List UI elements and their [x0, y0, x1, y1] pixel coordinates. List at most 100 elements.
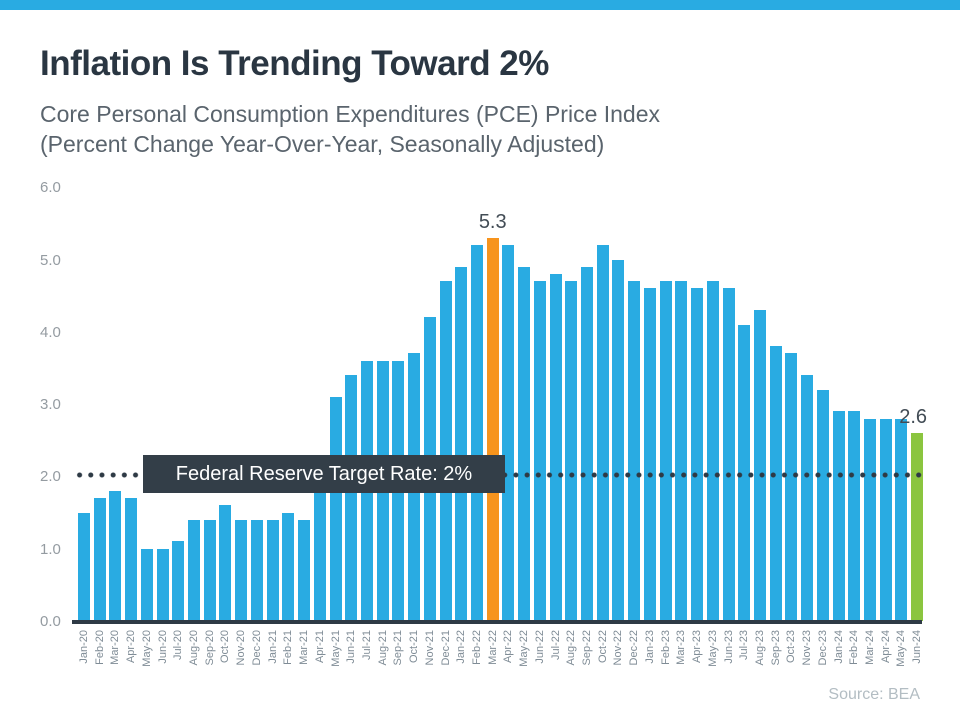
x-tick-Feb-24: Feb-24	[848, 630, 861, 665]
x-tick-Sep-20: Sep-20	[203, 630, 216, 666]
x-tick-Oct-22: Oct-22	[596, 630, 609, 664]
bar-Mar-20	[109, 490, 122, 621]
x-tick-Mar-21: Mar-21	[298, 630, 311, 665]
x-tick-Feb-23: Feb-23	[659, 630, 672, 665]
bar-Apr-23	[691, 288, 704, 621]
y-tick-1.0: 1.0	[40, 540, 61, 558]
x-tick-May-24: May-24	[895, 630, 908, 667]
x-tick-Dec-22: Dec-22	[628, 630, 641, 666]
x-tick-Mar-23: Mar-23	[675, 630, 688, 665]
bar-Jun-23	[722, 288, 735, 621]
x-tick-Oct-23: Oct-23	[785, 630, 798, 664]
bar-Sep-23	[769, 346, 782, 621]
bar-Mar-22	[486, 237, 499, 621]
bar-Feb-22	[471, 245, 483, 621]
x-tick-Jul-20: Jul-20	[172, 630, 185, 660]
x-tick-Apr-23: Apr-23	[691, 630, 704, 664]
x-tick-Jan-22: Jan-22	[455, 630, 468, 664]
x-tick-Mar-20: Mar-20	[109, 630, 122, 665]
x-tick-Nov-21: Nov-21	[423, 630, 436, 666]
bar-Dec-22	[628, 281, 641, 621]
bar-Aug-20	[188, 519, 201, 621]
bar-Dec-21	[439, 281, 452, 621]
bar-Nov-20	[235, 519, 248, 621]
x-tick-Aug-21: Aug-21	[376, 630, 389, 666]
x-tick-Aug-23: Aug-23	[753, 630, 766, 666]
y-tick-4.0: 4.0	[40, 323, 61, 341]
chart-title: Inflation Is Trending Toward 2%	[40, 44, 549, 83]
x-tick-May-22: May-22	[518, 630, 531, 667]
bar-Aug-22	[565, 281, 578, 621]
x-tick-Feb-21: Feb-21	[282, 630, 295, 665]
x-tick-May-23: May-23	[706, 630, 719, 667]
chart-subtitle-line-1: Core Personal Consumption Expenditures (…	[40, 101, 661, 127]
bar-Feb-24	[848, 411, 861, 621]
bar-Dec-23	[816, 389, 829, 621]
x-tick-Aug-22: Aug-22	[565, 630, 578, 666]
x-tick-Apr-24: Apr-24	[879, 630, 892, 664]
x-tick-Oct-20: Oct-20	[219, 630, 232, 664]
x-tick-Dec-21: Dec-21	[439, 630, 452, 666]
bar-Oct-20	[219, 505, 232, 621]
bar-Mar-24	[864, 418, 876, 621]
value-label-Mar-22: 5.3	[478, 210, 507, 233]
bar-Mar-23	[675, 281, 688, 621]
x-tick-Dec-20: Dec-20	[250, 630, 263, 666]
bar-Apr-24	[879, 418, 892, 621]
x-tick-Feb-22: Feb-22	[471, 630, 483, 665]
x-tick-Mar-22: Mar-22	[486, 630, 499, 665]
y-tick-0.0: 0.0	[40, 613, 61, 630]
x-tick-Jul-22: Jul-22	[549, 630, 562, 660]
x-tick-Mar-24: Mar-24	[864, 630, 876, 665]
bar-Jun-22	[533, 281, 546, 621]
x-tick-Apr-22: Apr-22	[502, 630, 515, 664]
x-tick-Jul-21: Jul-21	[360, 630, 373, 660]
x-tick-Apr-20: Apr-20	[125, 630, 138, 664]
bar-Apr-22	[502, 245, 515, 621]
x-axis-line	[72, 620, 922, 624]
x-tick-Jun-21: Jun-21	[345, 630, 358, 664]
bar-May-22	[518, 266, 531, 621]
bar-Jan-20	[78, 512, 90, 621]
x-tick-Jan-21: Jan-21	[266, 630, 279, 664]
x-tick-Nov-22: Nov-22	[612, 630, 625, 666]
bar-Mar-21	[298, 519, 311, 621]
x-tick-Feb-20: Feb-20	[93, 630, 106, 665]
bar-Jul-20	[172, 541, 185, 621]
x-tick-Sep-21: Sep-21	[392, 630, 405, 666]
x-tick-Nov-20: Nov-20	[235, 630, 248, 666]
bar-Dec-20	[250, 519, 263, 621]
bar-Nov-22	[612, 259, 625, 621]
x-tick-Jun-20: Jun-20	[156, 630, 169, 664]
bar-Apr-21	[313, 476, 326, 621]
y-tick-6.0: 6.0	[40, 179, 61, 197]
bar-Feb-21	[282, 512, 295, 621]
bar-Jan-23	[643, 288, 656, 621]
y-tick-5.0: 5.0	[40, 251, 61, 269]
y-tick-3.0: 3.0	[40, 396, 61, 414]
x-tick-Sep-22: Sep-22	[581, 630, 594, 666]
x-tick-Jun-23: Jun-23	[722, 630, 735, 664]
x-tick-Nov-23: Nov-23	[801, 630, 814, 666]
bar-May-20	[140, 548, 153, 621]
fed-target-badge: Federal Reserve Target Rate: 2%	[143, 455, 505, 493]
bar-May-24	[895, 418, 908, 621]
bar-Jun-20	[156, 548, 169, 621]
top-accent-bar	[0, 0, 960, 10]
bar-May-21	[329, 396, 342, 621]
x-tick-Oct-21: Oct-21	[408, 630, 421, 664]
bar-Apr-20	[125, 498, 138, 621]
chart-subtitle: Core Personal Consumption Expenditures (…	[40, 99, 920, 159]
bar-Oct-23	[785, 353, 798, 621]
bar-Nov-23	[801, 375, 814, 621]
x-tick-Jun-24: Jun-24	[911, 630, 924, 664]
bar-Jan-21	[266, 519, 279, 621]
x-tick-Apr-21: Apr-21	[313, 630, 326, 664]
bar-Jan-22	[455, 266, 468, 621]
source-note: Source: BEA	[828, 686, 920, 703]
value-label-Jun-24: 2.6	[899, 406, 928, 429]
y-tick-2.0: 2.0	[40, 468, 61, 486]
x-tick-May-21: May-21	[329, 630, 342, 667]
bar-Aug-23	[753, 310, 766, 621]
